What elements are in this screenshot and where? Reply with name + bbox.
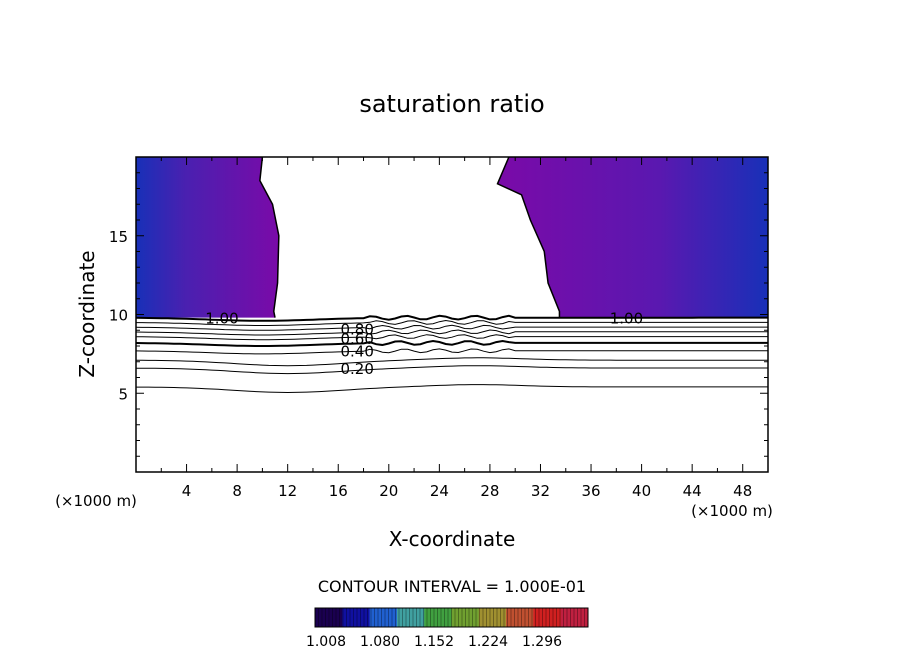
y-tick-label: 10 — [109, 307, 128, 325]
colorbar-segment — [533, 608, 562, 627]
colorbar-tick-label: 1.296 — [522, 634, 562, 650]
contour-line — [136, 319, 768, 326]
x-axis-label: X-coordinate — [389, 527, 516, 551]
colorbar-segment — [478, 608, 507, 627]
contour-line — [136, 357, 768, 367]
colorbar-segment — [342, 608, 371, 627]
contour-line — [135, 334, 768, 341]
chart-title: saturation ratio — [359, 90, 544, 118]
contour-line — [136, 384, 768, 394]
contour-label: 0.40 — [340, 343, 373, 361]
contour-line — [135, 339, 768, 347]
x-tick-label: 24 — [430, 482, 449, 500]
contour-line — [135, 324, 768, 331]
y-tick-label: 15 — [109, 228, 128, 246]
x-tick-label: 48 — [733, 482, 752, 500]
x-tick-label: 20 — [379, 482, 398, 500]
colorbar-tick-label: 1.224 — [468, 634, 508, 650]
colorbar-tick-label: 1.080 — [360, 634, 400, 650]
x-tick-label: 16 — [329, 482, 348, 500]
contour-label: 0.60 — [340, 330, 373, 348]
x-axis-units: (×1000 m) — [691, 502, 773, 520]
colorbar-tick-label: 1.008 — [306, 634, 346, 650]
x-tick-label: 8 — [232, 482, 242, 500]
colorbar-segment — [506, 608, 534, 627]
y-tick-label: 5 — [118, 385, 128, 403]
contour-line — [135, 329, 768, 336]
contour-line — [135, 314, 768, 322]
saturation-boundary-left — [259, 156, 280, 318]
colorbar-segment — [560, 608, 589, 627]
x-tick-label: 28 — [480, 482, 499, 500]
colorbar: 1.008 1.080 1.152 1.224 1.296 — [306, 607, 589, 650]
y-axis-units: (×1000 m) — [55, 492, 137, 510]
colorbar-segment — [424, 608, 452, 627]
x-tick-label: 32 — [531, 482, 550, 500]
colorbar-segment — [369, 608, 398, 627]
colorbar-tick-label: 1.152 — [414, 634, 454, 650]
colorbar-segment — [396, 608, 425, 627]
plot-area: 0.200.400.600.801.00 1.004 8 12 16 20 24 28 32 36… — [109, 156, 769, 500]
contour-line — [136, 365, 768, 375]
x-tick-label: 4 — [182, 482, 192, 500]
contour-line — [135, 348, 768, 355]
contour-label: 1.00 — [205, 310, 238, 328]
y-axis-label: Z-coordinate — [75, 250, 99, 377]
x-tick-label: 36 — [581, 482, 600, 500]
contour-label: 0.20 — [340, 360, 373, 378]
x-tick-label: 40 — [632, 482, 651, 500]
colorbar-frame — [314, 607, 589, 628]
x-tick-label: 12 — [278, 482, 297, 500]
supersaturated-region-right — [497, 157, 768, 318]
contour-label: 0.80 — [340, 321, 373, 339]
contour-label: 1.00 — [610, 310, 643, 328]
x-tick-label: 44 — [683, 482, 702, 500]
supersaturated-region-left — [136, 157, 279, 318]
saturation-boundary-right — [496, 156, 561, 318]
contour-interval-label: CONTOUR INTERVAL = 1.000E-01 — [318, 577, 586, 596]
